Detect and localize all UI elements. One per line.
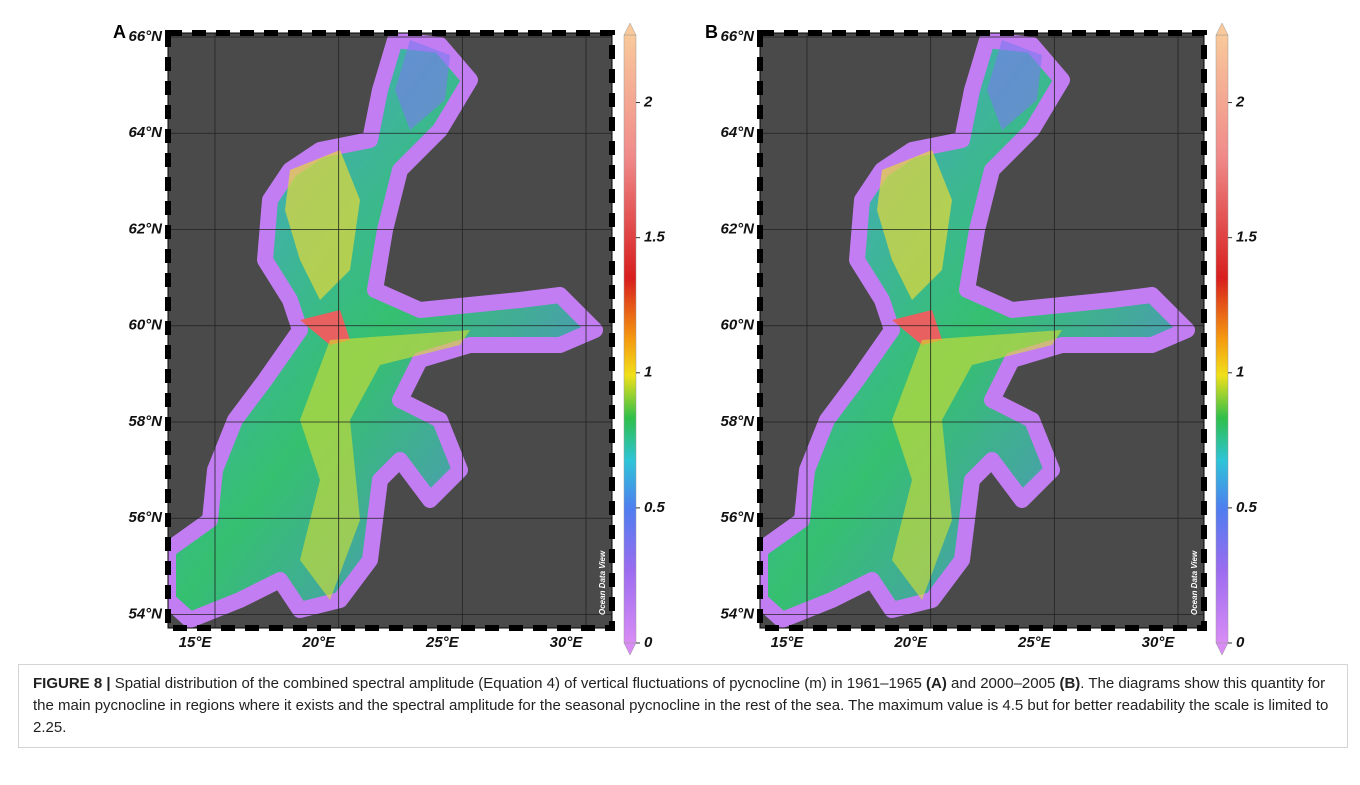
lon-tick-label: 15°E (179, 634, 213, 651)
caption-text: and 2000–2005 (946, 675, 1060, 692)
colorbar-arrow (623, 22, 637, 36)
lat-tick-label: 56°N (128, 509, 163, 526)
colorbar-arrow (1215, 642, 1229, 656)
colorbar-arrow (623, 642, 637, 656)
lat-tick-label: 62°N (720, 220, 755, 237)
lon-tick-label: 20°E (893, 634, 928, 651)
colorbar-arrow (1215, 22, 1229, 36)
lon-tick-label: 25°E (425, 634, 460, 651)
lat-tick-label: 60°N (720, 317, 755, 334)
colorbar (623, 34, 637, 644)
map-panel: 66°N 64°N 62°N 60°N 58°N 56°N 54°N 15°E 20°E 25°E… (705, 22, 1258, 656)
lon-tick-label: 25°E (1017, 634, 1052, 651)
colorbar-tick-label: 0.5 (1236, 499, 1258, 516)
colorbar-tick-label: 1 (644, 364, 652, 381)
lon-tick-label: 15°E (771, 634, 805, 651)
credit: Ocean Data View (1190, 550, 1199, 615)
lat-tick-label: 60°N (128, 317, 163, 334)
lat-tick-label: 58°N (720, 413, 755, 430)
lat-tick-label: 62°N (128, 220, 163, 237)
lat-tick-label: 54°N (128, 605, 163, 622)
caption-text: Spatial distribution of the combined spe… (110, 675, 927, 692)
colorbar-tick-label: 0 (1236, 634, 1245, 651)
caption-text: . The diagrams show this quantity for th… (33, 675, 1329, 736)
lon-tick-label: 30°E (550, 634, 584, 651)
map-frame-inner (759, 32, 1205, 629)
caption-bold: (B) (1059, 675, 1081, 692)
lon-tick-label: 20°E (301, 634, 336, 651)
colorbar (1215, 34, 1229, 644)
lat-tick-label: 64°N (720, 124, 755, 141)
colorbar-tick-label: 2 (643, 94, 653, 111)
colorbar-tick-label: 1.5 (644, 229, 666, 246)
lat-tick-label: 54°N (720, 605, 755, 622)
lat-tick-label: 64°N (128, 124, 163, 141)
caption-bold: (A) (926, 675, 947, 692)
colorbar-tick-label: 0.5 (644, 499, 666, 516)
caption-bold: FIGURE 8 | (33, 675, 111, 692)
lat-tick-label: 58°N (128, 413, 163, 430)
colorbar-tick-label: 1.5 (1236, 229, 1258, 246)
credit: Ocean Data View (598, 550, 607, 615)
map-panel: 66°N 64°N 62°N 60°N 58°N 56°N 54°N 15°E 20°E 25°E… (113, 22, 666, 656)
lat-tick-label: 66°N (720, 28, 755, 45)
lat-tick-label: 56°N (720, 509, 755, 526)
colorbar-tick-label: 1 (1236, 364, 1244, 381)
panel-label: A (113, 22, 126, 42)
caption: FIGURE 8 | Spatial distribution of the c… (18, 664, 1348, 748)
lat-tick-label: 66°N (128, 28, 163, 45)
colorbar-tick-label: 2 (1235, 94, 1245, 111)
lon-tick-label: 30°E (1142, 634, 1176, 651)
panel-label: B (705, 22, 718, 42)
colorbar-tick-label: 0 (644, 634, 653, 651)
map-frame-inner (167, 32, 613, 629)
figure: 66°N 64°N 62°N 60°N 58°N 56°N 54°N 15°E 20°E 25°E… (113, 22, 1258, 656)
